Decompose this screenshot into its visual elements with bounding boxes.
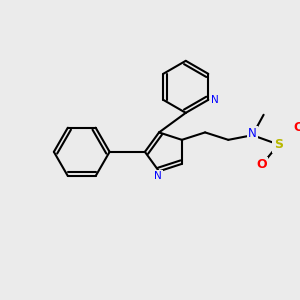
Text: O: O bbox=[256, 158, 267, 171]
Text: O: O bbox=[294, 121, 300, 134]
Text: N: N bbox=[211, 95, 219, 105]
Text: N: N bbox=[248, 127, 257, 140]
Text: S: S bbox=[274, 138, 283, 151]
Text: N: N bbox=[154, 171, 162, 181]
